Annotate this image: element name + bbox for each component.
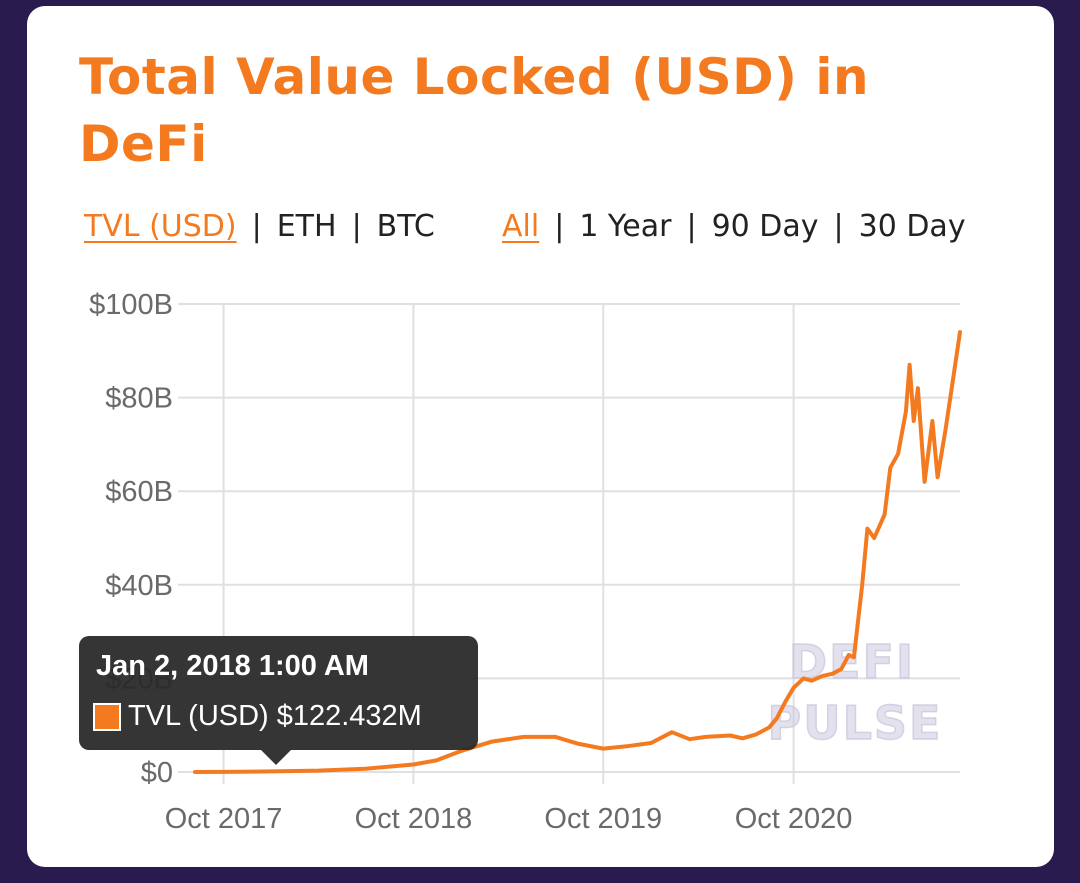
tab-separator: | — [251, 208, 262, 244]
chart-tooltip: Jan 2, 2018 1:00 AM TVL (USD) $122.432M — [79, 636, 478, 765]
tab-all[interactable]: All — [502, 208, 540, 244]
tab-eth[interactable]: ETH — [276, 208, 337, 244]
y-tick-label: $60B — [105, 476, 173, 508]
y-tick-label: $0 — [141, 757, 173, 789]
unit-tabs: TVL (USD) | ETH | BTC — [84, 206, 435, 246]
tab-90-day[interactable]: 90 Day — [711, 208, 819, 244]
watermark-pulse: PULSE — [768, 696, 943, 750]
range-tabs: All | 1 Year | 90 Day | 30 Day — [502, 206, 966, 246]
x-tick-label: Oct 2018 — [355, 803, 473, 835]
tooltip-series-name: TVL (USD) — [128, 700, 269, 732]
x-tick-label: Oct 2020 — [735, 803, 853, 835]
series-line-tvl-usd[interactable] — [193, 330, 962, 774]
x-tick-label: Oct 2019 — [544, 803, 662, 835]
x-tick-label: Oct 2017 — [165, 803, 283, 835]
tab-btc[interactable]: BTC — [376, 208, 435, 244]
series-color-swatch — [93, 702, 121, 731]
tab-separator: | — [686, 208, 697, 244]
watermark-defi: DEFI — [789, 635, 915, 689]
y-tick-label: $80B — [105, 383, 173, 415]
y-tick-label: $40B — [105, 570, 173, 602]
tab-separator: | — [554, 208, 565, 244]
tab-30-day[interactable]: 30 Day — [858, 208, 966, 244]
y-tick-label: $100B — [89, 289, 173, 321]
tooltip-value: $122.432M — [276, 700, 422, 732]
page-title: Total Value Locked (USD) in DeFi — [79, 48, 870, 173]
tab-1-year[interactable]: 1 Year — [579, 208, 672, 244]
tab-tvl-usd[interactable]: TVL (USD) — [84, 208, 237, 244]
tab-separator: | — [833, 208, 844, 244]
tab-separator: | — [351, 208, 362, 244]
tooltip-date: Jan 2, 2018 1:00 AM — [96, 650, 369, 682]
tooltip-row: TVL (USD) $122.432M — [93, 700, 422, 733]
